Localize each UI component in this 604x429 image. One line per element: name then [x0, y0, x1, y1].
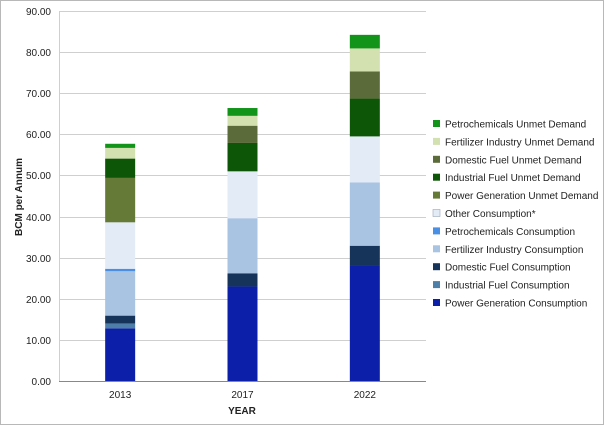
legend-item: Industrial Fuel Unmet Demand: [433, 173, 581, 184]
legend-swatch: [433, 191, 440, 199]
legend-item: Domestic Fuel Unmet Demand: [433, 155, 582, 166]
legend-label: Power Generation Consumption: [445, 299, 587, 310]
legend-label: Domestic Fuel Unmet Demand: [445, 155, 582, 166]
y-tick-label: 60.00: [26, 130, 51, 141]
legend-swatch: [433, 245, 440, 253]
y-tick-label: 70.00: [26, 89, 51, 100]
bar-segment: [227, 218, 258, 274]
bar-segment: [105, 147, 136, 159]
legend-swatch: [433, 227, 440, 235]
bar-segment: [227, 273, 258, 287]
legend-item: Domestic Fuel Consumption: [433, 263, 571, 274]
bar-segment: [349, 48, 380, 72]
bar-segment: [349, 71, 380, 99]
bar-segment: [349, 34, 380, 49]
bar-segment: [349, 265, 380, 381]
bar-segment: [105, 158, 136, 178]
y-axis-title: BCM per Annum: [14, 158, 25, 236]
y-tick-label: 90.00: [26, 7, 51, 18]
legend-swatch: [433, 155, 440, 163]
bar-segment: [105, 328, 136, 381]
legend-item: Industrial Fuel Consumption: [433, 281, 570, 292]
legend-label: Power Generation Unmet Demand: [445, 191, 598, 202]
legend-item: Fertilizer Industry Unmet Demand: [433, 137, 595, 148]
legend-swatch: [433, 173, 440, 181]
legend-swatch: [433, 263, 440, 271]
bar-segment: [105, 271, 136, 316]
legend-swatch: [432, 209, 441, 217]
bar-segment: [105, 143, 136, 148]
legend-item: Fertilizer Industry Consumption: [433, 245, 583, 256]
y-tick-label: 30.00: [26, 254, 51, 265]
legend-label: Petrochemicals Consumption: [445, 227, 575, 238]
bar-segment: [105, 177, 136, 223]
bars: [105, 34, 380, 381]
bar-segment: [349, 136, 380, 183]
legend-label: Other Consumption*: [445, 209, 536, 220]
legend-label: Fertilizer Industry Unmet Demand: [445, 137, 595, 148]
bar-segment: [227, 115, 258, 126]
legend-item: Power Generation Consumption: [433, 299, 587, 310]
legend-label: Industrial Fuel Consumption: [445, 281, 570, 292]
bar-segment: [105, 323, 136, 329]
bar-stack-2017: [227, 108, 258, 381]
x-tick-label: 2013: [109, 390, 132, 401]
x-tick-label: 2022: [354, 390, 377, 401]
bar-segment: [227, 171, 258, 219]
bar-segment: [227, 125, 258, 143]
y-tick-label: 20.00: [26, 295, 51, 306]
bar-stack-2013: [105, 143, 136, 381]
legend-label: Petrochemicals Unmet Demand: [445, 120, 586, 131]
x-axis-title: YEAR: [228, 406, 257, 417]
bar-segment: [227, 286, 258, 381]
bar-segment: [349, 182, 380, 246]
bar-segment: [227, 108, 258, 116]
bar-segment: [349, 98, 380, 137]
legend-label: Fertilizer Industry Consumption: [445, 245, 583, 256]
y-tick-label: 80.00: [26, 48, 51, 59]
legend-item: Petrochemicals Consumption: [433, 227, 575, 238]
legend-label: Domestic Fuel Consumption: [445, 263, 571, 274]
y-tick-label: 10.00: [26, 336, 51, 347]
legend-swatch: [433, 120, 440, 127]
y-tick-label: 0.00: [32, 377, 52, 388]
bar-stack-2022: [349, 34, 380, 381]
x-tick-label: 2017: [231, 390, 254, 401]
legend-item: Petrochemicals Unmet Demand: [433, 120, 586, 131]
legend: Petrochemicals Unmet Demand Fertilizer In…: [432, 120, 598, 310]
y-tick-label: 40.00: [26, 213, 51, 224]
legend-item: Power Generation Unmet Demand: [433, 191, 598, 202]
y-tick-label: 50.00: [26, 171, 51, 182]
y-axis-ticks: 0.00 10.00 20.00 30.00 40.00 50.00 60.00 70.00 8…: [26, 7, 51, 388]
legend-label: Industrial Fuel Unmet Demand: [445, 173, 581, 184]
bar-segment: [349, 245, 380, 266]
legend-swatch: [433, 137, 440, 145]
x-axis-ticks: 2013 2017 2022: [109, 390, 376, 401]
legend-swatch: [433, 281, 440, 289]
bar-segment: [227, 142, 258, 172]
legend-item: Other Consumption*: [432, 209, 536, 220]
bar-segment: [105, 268, 136, 272]
legend-swatch: [433, 299, 440, 306]
bar-segment: [105, 315, 136, 324]
bar-segment: [105, 222, 136, 269]
